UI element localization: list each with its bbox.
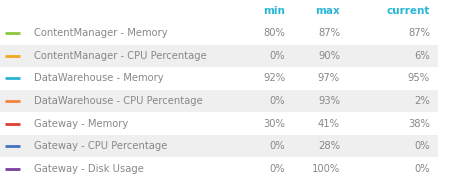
Text: 28%: 28%	[318, 141, 340, 151]
Text: 95%: 95%	[408, 73, 430, 83]
Text: 100%: 100%	[312, 164, 340, 174]
Text: 92%: 92%	[263, 73, 285, 83]
Text: 0%: 0%	[270, 164, 285, 174]
Text: min: min	[263, 6, 285, 16]
Text: 0%: 0%	[270, 141, 285, 151]
Text: 0%: 0%	[414, 141, 430, 151]
Text: 0%: 0%	[270, 96, 285, 106]
Text: 0%: 0%	[414, 164, 430, 174]
Bar	[0, 22, 438, 45]
Text: 90%: 90%	[318, 51, 340, 61]
Bar	[0, 135, 438, 158]
Text: Gateway - Disk Usage: Gateway - Disk Usage	[34, 164, 144, 174]
Text: DataWarehouse - Memory: DataWarehouse - Memory	[34, 73, 164, 83]
Bar	[0, 45, 438, 67]
Text: 41%: 41%	[318, 119, 340, 129]
Text: 2%: 2%	[414, 96, 430, 106]
Text: 93%: 93%	[318, 96, 340, 106]
Text: ContentManager - Memory: ContentManager - Memory	[34, 28, 168, 38]
Text: 0%: 0%	[270, 51, 285, 61]
Text: current: current	[386, 6, 430, 16]
Text: DataWarehouse - CPU Percentage: DataWarehouse - CPU Percentage	[34, 96, 203, 106]
Text: ContentManager - CPU Percentage: ContentManager - CPU Percentage	[34, 51, 207, 61]
Bar	[0, 90, 438, 112]
Bar	[0, 112, 438, 135]
Text: 97%: 97%	[318, 73, 340, 83]
Bar	[0, 67, 438, 90]
Text: 87%: 87%	[408, 28, 430, 38]
Text: 6%: 6%	[414, 51, 430, 61]
Text: 38%: 38%	[408, 119, 430, 129]
Text: 80%: 80%	[263, 28, 285, 38]
Text: Gateway - Memory: Gateway - Memory	[34, 119, 128, 129]
Text: 30%: 30%	[263, 119, 285, 129]
Text: 87%: 87%	[318, 28, 340, 38]
Text: Gateway - CPU Percentage: Gateway - CPU Percentage	[34, 141, 167, 151]
Text: max: max	[315, 6, 340, 16]
Bar	[0, 158, 438, 180]
